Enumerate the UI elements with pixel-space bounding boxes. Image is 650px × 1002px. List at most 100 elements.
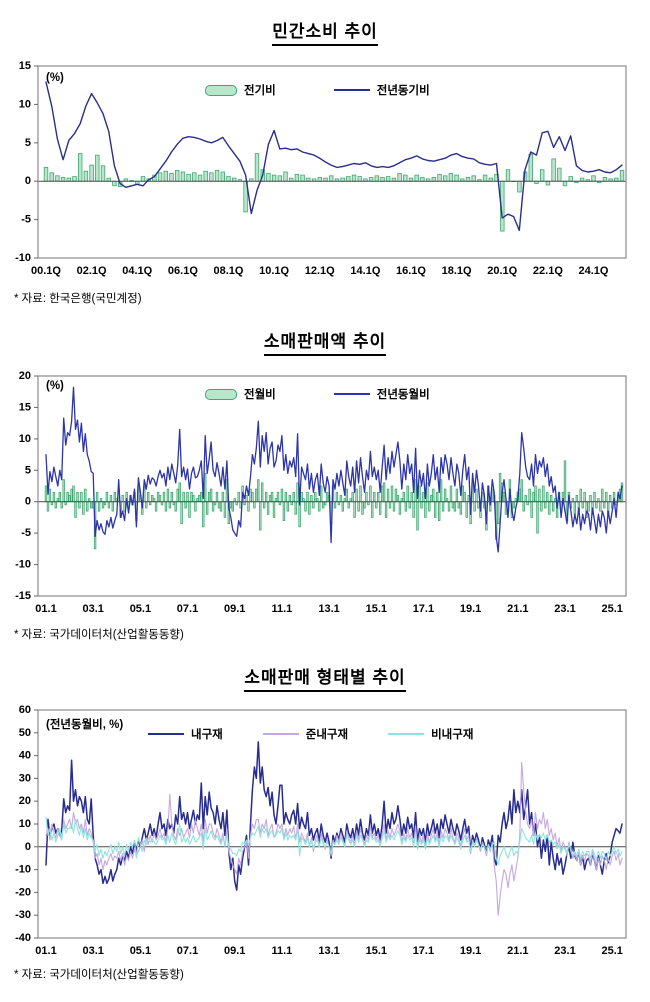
source-note: * 자료: 한국은행(국민계정) bbox=[14, 290, 650, 306]
svg-text:03.1: 03.1 bbox=[82, 945, 103, 957]
svg-text:-40: -40 bbox=[15, 932, 31, 944]
svg-text:07.1: 07.1 bbox=[177, 945, 198, 957]
legend-item: 준내구재 bbox=[263, 726, 348, 742]
svg-text:09.1: 09.1 bbox=[224, 945, 245, 957]
svg-text:18.1Q: 18.1Q bbox=[442, 265, 472, 277]
legend-item: 전기비 bbox=[205, 82, 276, 98]
chart-title-text: 소매판매액 추이 bbox=[264, 327, 386, 356]
legend-label: 비내구재 bbox=[431, 726, 473, 742]
legend-label: 준내구재 bbox=[306, 726, 348, 742]
svg-text:60: 60 bbox=[19, 704, 31, 716]
unit-label: (전년동월비, %) bbox=[46, 716, 123, 732]
chart-title-text: 민간소비 추이 bbox=[272, 17, 378, 46]
svg-text:10: 10 bbox=[19, 98, 31, 110]
svg-text:19.1: 19.1 bbox=[460, 603, 481, 615]
svg-text:19.1: 19.1 bbox=[460, 945, 481, 957]
svg-text:02.1Q: 02.1Q bbox=[77, 265, 107, 277]
line-swatch bbox=[263, 733, 299, 735]
line-swatch bbox=[148, 733, 184, 735]
svg-text:5: 5 bbox=[25, 137, 31, 149]
svg-text:04.1Q: 04.1Q bbox=[122, 265, 152, 277]
svg-text:10: 10 bbox=[19, 818, 31, 830]
legend-label: 전월비 bbox=[244, 386, 276, 402]
chart-title-retail-sales: 소매판매액 추이 bbox=[0, 326, 650, 356]
svg-text:07.1: 07.1 bbox=[177, 603, 198, 615]
legend-label: 전기비 bbox=[244, 82, 276, 98]
chart-title-private-consumption: 민간소비 추이 bbox=[0, 16, 650, 46]
svg-text:20: 20 bbox=[19, 370, 31, 382]
svg-text:15: 15 bbox=[19, 60, 31, 72]
svg-text:10.1Q: 10.1Q bbox=[259, 265, 289, 277]
svg-text:17.1: 17.1 bbox=[413, 603, 434, 615]
bar-swatch bbox=[205, 389, 237, 400]
svg-text:-20: -20 bbox=[15, 886, 31, 898]
svg-text:-15: -15 bbox=[15, 590, 31, 602]
svg-text:30: 30 bbox=[19, 772, 31, 784]
svg-text:01.1: 01.1 bbox=[35, 945, 56, 957]
svg-text:15: 15 bbox=[19, 401, 31, 413]
unit-label: (%) bbox=[46, 380, 64, 392]
svg-text:23.1: 23.1 bbox=[554, 603, 575, 615]
svg-text:21.1: 21.1 bbox=[507, 945, 528, 957]
legend-label: 전년동기비 bbox=[377, 82, 430, 98]
legend-item: 내구재 bbox=[148, 726, 223, 742]
svg-text:13.1: 13.1 bbox=[318, 945, 339, 957]
line-swatch bbox=[334, 89, 370, 91]
svg-text:5: 5 bbox=[25, 464, 31, 476]
svg-text:03.1: 03.1 bbox=[82, 603, 103, 615]
legend-item: 전월비 bbox=[205, 386, 276, 402]
svg-text:-5: -5 bbox=[21, 527, 31, 539]
svg-text:17.1: 17.1 bbox=[413, 945, 434, 957]
legend-item: 전년동기비 bbox=[334, 82, 430, 98]
legend-label: 내구재 bbox=[191, 726, 223, 742]
svg-text:11.1: 11.1 bbox=[271, 603, 292, 615]
svg-text:15.1: 15.1 bbox=[366, 945, 387, 957]
svg-text:-5: -5 bbox=[21, 214, 31, 226]
svg-text:05.1: 05.1 bbox=[130, 945, 151, 957]
legend-item: 비내구재 bbox=[388, 726, 473, 742]
svg-text:16.1Q: 16.1Q bbox=[396, 265, 426, 277]
svg-text:23.1: 23.1 bbox=[554, 945, 575, 957]
svg-text:12.1Q: 12.1Q bbox=[305, 265, 335, 277]
svg-text:-10: -10 bbox=[15, 864, 31, 876]
chart-section-private-consumption: 민간소비 추이 -10 -5 0 5 10 15 00.1Q 02.1Q 04.1Q 06.1Q 0… bbox=[0, 16, 650, 306]
chart-wrap-private-consumption: -10 -5 0 5 10 15 00.1Q 02.1Q 04.1Q 06.1Q 08.1Q 10.1… bbox=[0, 56, 650, 282]
svg-text:50: 50 bbox=[19, 727, 31, 739]
svg-text:20: 20 bbox=[19, 795, 31, 807]
svg-text:15.1: 15.1 bbox=[366, 603, 387, 615]
legend-item: 전년동월비 bbox=[334, 386, 430, 402]
chart-wrap-retail-by-type: -40 -30 -20 -10 0 10 20 30 40 50 60 01.1 03.1 05.1 07.… bbox=[0, 702, 650, 958]
svg-text:24.1Q: 24.1Q bbox=[579, 265, 609, 277]
svg-text:0: 0 bbox=[25, 496, 31, 508]
svg-text:25.1: 25.1 bbox=[601, 603, 622, 615]
svg-text:11.1: 11.1 bbox=[271, 945, 292, 957]
svg-text:10: 10 bbox=[19, 433, 31, 445]
svg-text:-10: -10 bbox=[15, 559, 31, 571]
svg-text:25.1: 25.1 bbox=[601, 945, 622, 957]
svg-text:08.1Q: 08.1Q bbox=[214, 265, 244, 277]
source-note: * 자료: 국가데이터처(산업활동동향) bbox=[14, 966, 650, 982]
svg-text:13.1: 13.1 bbox=[318, 603, 339, 615]
svg-text:00.1Q: 00.1Q bbox=[31, 265, 61, 277]
svg-text:06.1Q: 06.1Q bbox=[168, 265, 198, 277]
svg-text:0: 0 bbox=[25, 175, 31, 187]
svg-text:20.1Q: 20.1Q bbox=[487, 265, 517, 277]
svg-text:40: 40 bbox=[19, 750, 31, 762]
line-swatch bbox=[334, 393, 370, 395]
legend: 내구재 준내구재 비내구재 bbox=[148, 726, 473, 742]
chart-section-retail-sales: 소매판매액 추이 -15 -10 -5 0 5 10 15 20 01.1 03.1 05.1 07.… bbox=[0, 326, 650, 642]
svg-text:01.1: 01.1 bbox=[35, 603, 56, 615]
legend-label: 전년동월비 bbox=[377, 386, 430, 402]
svg-text:-30: -30 bbox=[15, 909, 31, 921]
chart-title-retail-by-type: 소매판매 형태별 추이 bbox=[0, 662, 650, 692]
svg-text:05.1: 05.1 bbox=[130, 603, 151, 615]
bar-swatch bbox=[205, 85, 237, 96]
legend: 전기비 전년동기비 bbox=[205, 82, 430, 98]
line-swatch bbox=[388, 733, 424, 735]
svg-text:0: 0 bbox=[25, 841, 31, 853]
source-note: * 자료: 국가데이터처(산업활동동향) bbox=[14, 626, 650, 642]
svg-text:-10: -10 bbox=[15, 252, 31, 264]
